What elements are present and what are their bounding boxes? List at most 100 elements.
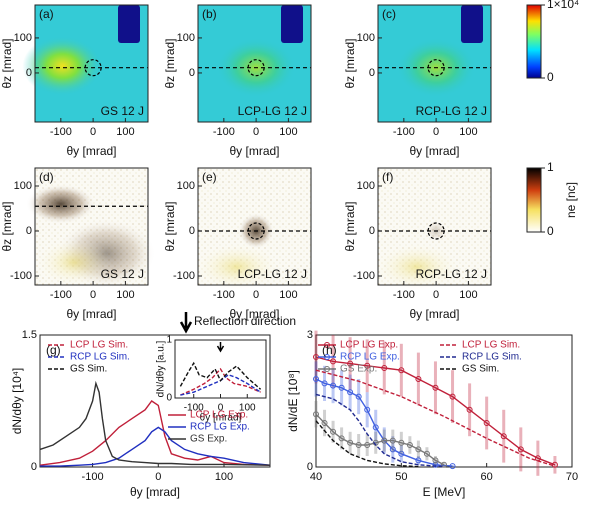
y-tick-label: 3 [307,329,313,341]
panel-label: (g) [46,343,61,357]
data-point [483,420,490,426]
y-tick-label: 1 [166,335,172,346]
data-point [338,435,345,442]
colorbar-label: ne [nc] [564,182,578,218]
series-line [39,400,271,466]
legend-label: RCP LG Sim. [70,352,130,363]
series-line [315,420,419,468]
data-point [355,442,362,448]
y-axis-label: θz [mrad] [0,38,14,88]
y-tick-label: 0 [307,461,313,473]
panel-label: (b) [202,7,217,21]
data-point [423,450,430,457]
data-point [389,437,396,444]
legend-label: LCP LG Exp. [340,340,398,351]
data-point [347,360,354,367]
plot-frame [34,167,149,286]
x-tick-label: -100 [393,289,415,301]
y-tick-label: 100 [357,180,375,192]
heatmap-region [25,184,96,224]
x-tick-label: 100 [279,126,297,138]
x-tick-label: 0 [90,126,96,138]
data-point [364,406,371,413]
x-tick-label: 100 [459,126,477,138]
marker-circle [427,59,445,77]
y-tick-label: 1.5 [22,329,37,341]
data-point [355,393,362,400]
data-point [398,367,405,374]
panel-annotation: LCP-LG 12 J [238,104,307,118]
x-tick-label: 60 [481,471,493,483]
panel-annotation: GS 12 J [101,104,144,118]
y-axis-label: θz [mrad] [0,201,14,251]
data-point [415,446,422,453]
data-point [381,437,388,444]
data-point [432,461,439,468]
x-tick-label: 40 [310,471,322,483]
data-point [449,393,456,400]
legend-label: RCP LG Sim. [462,352,522,363]
reflection-arrow [179,312,193,334]
x-axis-label: θy [mrad] [200,413,242,424]
x-axis-label: θy [mrad] [66,144,116,158]
data-point [389,446,396,453]
x-tick-label: 70 [566,471,578,483]
y-tick-label: -100 [173,270,195,282]
legend-label: LCP LG Sim. [70,340,128,351]
series-line [180,367,261,396]
x-tick-label: 0 [253,289,259,301]
y-axis-label: dN/dθy [10⁴] [10,368,24,435]
x-tick-label: -100 [393,126,415,138]
panel-label: (h) [322,343,337,357]
y-tick-label: 100 [14,180,32,192]
x-tick-label: -100 [213,289,235,301]
data-point [517,446,524,453]
x-tick-label: 50 [395,471,407,483]
panel-label: (d) [39,170,54,184]
panel-annotation: LCP-LG 12 J [238,267,307,281]
series-line [315,356,556,466]
colorbar [526,4,542,79]
data-point [398,439,405,446]
data-point [313,376,319,382]
panel-label: (a) [39,7,54,21]
plot-frame [377,4,492,123]
x-tick-label: 0 [155,471,161,483]
data-point [321,380,328,387]
legend-label: LCP LG Sim. [462,340,520,351]
y-axis-label: dN/dE [10⁸] [286,370,300,432]
y-axis-label: θz [mrad] [343,38,357,88]
x-tick-label: 100 [459,289,477,301]
x-tick-label: 0 [90,289,96,301]
y-tick-label: 0 [166,393,172,404]
data-point [415,457,422,464]
data-point [398,450,405,457]
y-tick-label: 0 [189,225,195,237]
heatmap-region [371,242,462,292]
plot-frame [34,4,149,123]
series-line [315,413,445,466]
y-axis-label: θz [mrad] [163,38,177,88]
heatmap-region [33,237,114,288]
series-line [315,393,445,468]
data-point [364,362,371,369]
panel-label: (c) [382,7,396,21]
x-tick-label: 100 [116,289,134,301]
data-point [449,463,456,470]
legend-label: GS Sim. [70,364,107,375]
panel-annotation: RCP-LG 12 J [416,267,487,281]
y-tick-label: 100 [177,32,195,44]
x-tick-label: 100 [215,471,233,483]
heatmap-region [191,242,282,292]
colorbar-tick-label: 1×10⁴ [547,0,579,11]
y-tick-label: -100 [353,270,375,282]
x-tick-label: 0 [433,289,439,301]
x-axis-label: θy [mrad] [409,307,459,321]
y-axis-label: θz [mrad] [343,201,357,251]
y-tick-label: 0 [189,67,195,79]
data-point [432,384,439,391]
x-tick-label: 100 [239,403,256,414]
x-tick-label: -100 [213,126,235,138]
y-tick-label: 100 [14,32,32,44]
